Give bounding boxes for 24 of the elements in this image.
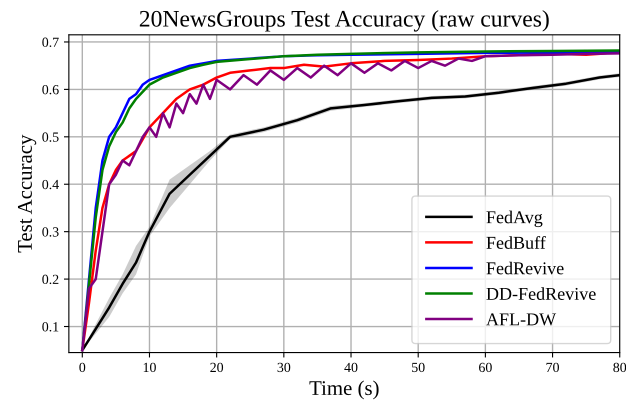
y-tick-label: 0.6 <box>42 84 59 94</box>
y-tick-label: 0.4 <box>42 180 59 190</box>
x-tick-label: 20 <box>210 362 224 372</box>
y-tick-label: 0.3 <box>42 227 59 237</box>
legend-label: FedBuff <box>486 236 546 249</box>
legend-label: FedRevive <box>486 262 564 274</box>
x-tick-label: 0 <box>79 362 86 372</box>
legend-label: DD-FedRevive <box>486 287 596 300</box>
x-axis-title: Time (s) <box>309 380 379 400</box>
x-tick-label: 70 <box>546 362 559 372</box>
y-tick-label: 0.5 <box>42 132 59 142</box>
y-tick-label: 0.2 <box>42 274 58 284</box>
x-tick-label: 10 <box>144 362 156 372</box>
x-tick-label: 50 <box>412 362 425 372</box>
x-tick-label: 30 <box>278 362 290 372</box>
x-tick-label: 40 <box>344 362 358 372</box>
legend-label: AFL-DW <box>486 313 556 326</box>
y-axis-title: Test Accuracy <box>18 134 36 252</box>
x-tick-label: 80 <box>613 362 626 372</box>
chart-title: 20NewsGroups Test Accuracy (raw curves) <box>140 10 549 32</box>
legend-label: FedAvg <box>486 210 542 228</box>
x-tick-label: 60 <box>479 362 492 372</box>
y-tick-label: 0.7 <box>42 38 59 47</box>
y-tick-label: 0.1 <box>42 322 58 332</box>
